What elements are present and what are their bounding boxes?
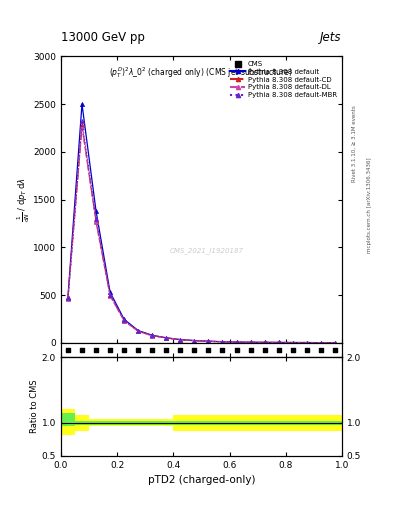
Point [177, 346, 184, 354]
Point [93, 346, 99, 354]
Point [107, 346, 113, 354]
Text: $(p_T^D)^2\lambda\_0^2$ (charged only) (CMS jet substructure): $(p_T^D)^2\lambda\_0^2$ (charged only) (… [110, 65, 293, 80]
Point [163, 346, 169, 354]
Point [332, 346, 338, 354]
Point [318, 346, 324, 354]
X-axis label: pTD2 (charged-only): pTD2 (charged-only) [148, 475, 255, 485]
Point [191, 346, 198, 354]
Y-axis label: $\frac{1}{\mathrm{d}N}$ / $\mathrm{d}p_T\,\mathrm{d}\lambda$: $\frac{1}{\mathrm{d}N}$ / $\mathrm{d}p_T… [15, 177, 32, 222]
Text: Jets: Jets [320, 31, 342, 44]
Point [135, 346, 141, 354]
Legend: CMS, Pythia 8.308 default, Pythia 8.308 default-CD, Pythia 8.308 default-DL, Pyt: CMS, Pythia 8.308 default, Pythia 8.308 … [228, 60, 338, 99]
Point [79, 346, 85, 354]
Point [149, 346, 155, 354]
Point [121, 346, 127, 354]
Point [290, 346, 296, 354]
Y-axis label: Ratio to CMS: Ratio to CMS [30, 380, 39, 433]
Text: 13000 GeV pp: 13000 GeV pp [61, 31, 145, 44]
Point [219, 346, 226, 354]
Text: CMS_2021_I1920187: CMS_2021_I1920187 [170, 248, 244, 254]
Point [248, 346, 254, 354]
Point [205, 346, 211, 354]
Point [304, 346, 310, 354]
Point [233, 346, 240, 354]
Text: mcplots.cern.ch [arXiv:1306.3436]: mcplots.cern.ch [arXiv:1306.3436] [367, 157, 373, 252]
Point [261, 346, 268, 354]
Point [275, 346, 282, 354]
Point [65, 346, 71, 354]
Text: Rivet 3.1.10, ≥ 3.1M events: Rivet 3.1.10, ≥ 3.1M events [352, 105, 357, 182]
